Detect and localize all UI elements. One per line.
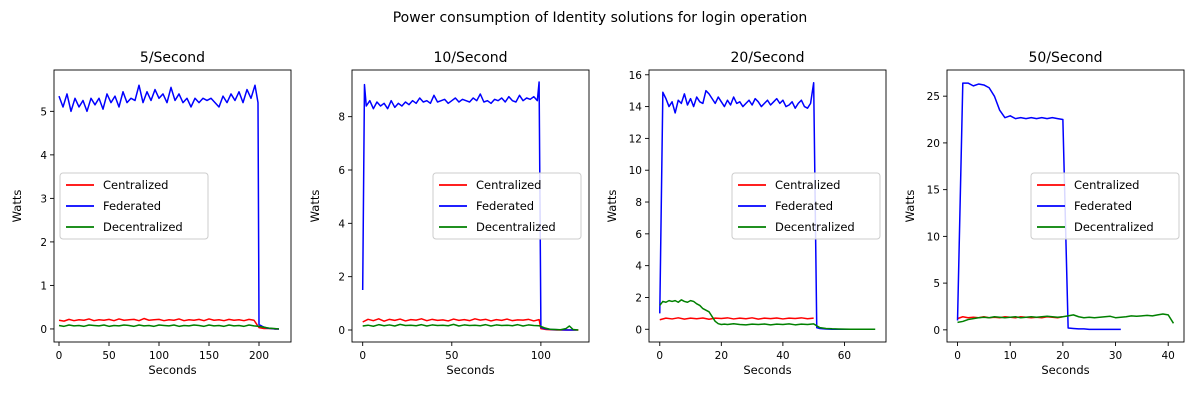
series-line-decentralized: [659, 299, 876, 331]
legend: Centralized Federated Decentralized: [1030, 172, 1180, 240]
y-tick-label: 2: [635, 292, 642, 304]
legend-label-centralized: Centralized: [775, 178, 840, 192]
y-tick-label: 2: [338, 272, 345, 284]
y-tick-label: 1: [40, 280, 47, 292]
legend-label-centralized: Centralized: [476, 178, 541, 192]
series-line-centralized: [362, 318, 579, 331]
y-tick-label: 4: [338, 218, 345, 230]
series-line-federated: [361, 81, 577, 331]
x-axis-label: Seconds: [446, 363, 494, 377]
legend-label-decentralized: Decentralized: [103, 220, 183, 234]
y-tick-label: 2: [40, 237, 47, 249]
x-tick-label: 0: [656, 350, 663, 362]
series-line-decentralized: [362, 323, 579, 331]
x-tick-label: 10: [1004, 350, 1017, 362]
y-tick-label: 12: [629, 133, 642, 145]
x-tick-label: 50: [445, 350, 458, 362]
subplot-title: 10/Second: [433, 50, 507, 66]
x-tick-label: 150: [199, 350, 219, 362]
x-tick-label: 100: [149, 350, 169, 362]
y-tick-label: 4: [40, 150, 47, 162]
y-tick-label: 0: [40, 324, 47, 336]
legend: Centralized Federated Decentralized: [59, 172, 209, 240]
x-tick-label: 30: [1109, 350, 1122, 362]
legend-box: [1030, 172, 1180, 240]
y-axis-label: Watts: [308, 190, 322, 223]
x-tick-label: 20: [1056, 350, 1069, 362]
x-tick-label: 20: [715, 350, 728, 362]
x-tick-label: 50: [102, 350, 115, 362]
series-line-centralized: [659, 317, 814, 321]
axes-frame: [648, 69, 887, 343]
x-tick-label: 40: [776, 350, 789, 362]
series-line-decentralized: [957, 313, 1175, 324]
x-axis-label: Seconds: [743, 363, 791, 377]
legend-label-federated: Federated: [775, 199, 833, 213]
legend-label-federated: Federated: [103, 199, 161, 213]
y-tick-label: 14: [629, 102, 643, 114]
y-axis-label: Watts: [605, 190, 619, 223]
x-tick-label: 0: [56, 350, 63, 362]
legend: Centralized Federated Decentralized: [731, 172, 881, 240]
series-line-federated: [659, 81, 851, 331]
x-axis-label: Seconds: [1041, 363, 1089, 377]
x-tick-label: 200: [249, 350, 269, 362]
legend-label-federated: Federated: [476, 199, 534, 213]
y-tick-label: 15: [927, 185, 940, 197]
y-tick-label: 16: [629, 70, 643, 82]
y-tick-label: 25: [927, 91, 940, 103]
chart-panel-1: 5/Second 0 50 100 150 200 0 1 2 3 4 5 Seconds Watts Ce…: [10, 50, 292, 377]
chart-panel-2: 10/Second 0 50 100 0 2 4 6 8 Seconds Watts Centrali…: [308, 50, 590, 377]
legend-label-decentralized: Decentralized: [476, 220, 556, 234]
axes-frame: [53, 69, 292, 343]
axes-frame: [351, 69, 590, 343]
axes-frame: [946, 69, 1185, 343]
y-tick-label: 5: [933, 278, 940, 290]
legend-box: [432, 172, 582, 240]
legend-label-centralized: Centralized: [103, 178, 168, 192]
y-tick-label: 0: [635, 324, 642, 336]
series-line-federated: [58, 84, 279, 330]
legend-label-centralized: Centralized: [1074, 178, 1139, 192]
y-tick-label: 6: [338, 165, 345, 177]
y-tick-label: 3: [40, 193, 47, 205]
y-axis-label: Watts: [10, 190, 24, 223]
x-tick-label: 40: [1162, 350, 1175, 362]
y-tick-label: 10: [629, 165, 642, 177]
series-line-centralized: [58, 317, 279, 330]
subplot-title: 20/Second: [730, 50, 804, 66]
x-tick-label: 100: [531, 350, 551, 362]
y-tick-label: 5: [40, 106, 47, 118]
x-tick-label: 0: [359, 350, 366, 362]
x-tick-label: 0: [954, 350, 961, 362]
subplot-title: 5/Second: [140, 50, 205, 66]
x-axis-label: Seconds: [148, 363, 196, 377]
y-tick-label: 6: [635, 229, 642, 241]
legend-box: [59, 172, 209, 240]
figure-title: Power consumption of Identity solutions …: [393, 10, 808, 26]
legend-box: [731, 172, 881, 240]
y-tick-label: 0: [338, 325, 345, 337]
y-axis-label: Watts: [903, 190, 917, 223]
chart-panel-3: 20/Second 0 20 40 60 0 2 4 6 8 10 12 14 16 Seconds Watt…: [605, 50, 887, 377]
legend-label-decentralized: Decentralized: [775, 220, 855, 234]
legend-label-federated: Federated: [1074, 199, 1132, 213]
series-line-federated: [956, 82, 1121, 331]
y-tick-label: 10: [927, 231, 940, 243]
y-tick-label: 8: [635, 197, 642, 209]
legend: Centralized Federated Decentralized: [432, 172, 582, 240]
y-tick-label: 8: [338, 112, 345, 124]
series-line-decentralized: [58, 324, 280, 330]
legend-label-decentralized: Decentralized: [1074, 220, 1154, 234]
chart-panel-4: 50/Second 0 10 20 30 40 0 5 10 15 20 25 Seconds Watts…: [903, 50, 1185, 377]
y-tick-label: 20: [927, 138, 940, 150]
y-tick-label: 0: [933, 325, 940, 337]
subplot-title: 50/Second: [1028, 50, 1102, 66]
y-tick-label: 4: [635, 261, 642, 273]
x-tick-label: 60: [838, 350, 851, 362]
